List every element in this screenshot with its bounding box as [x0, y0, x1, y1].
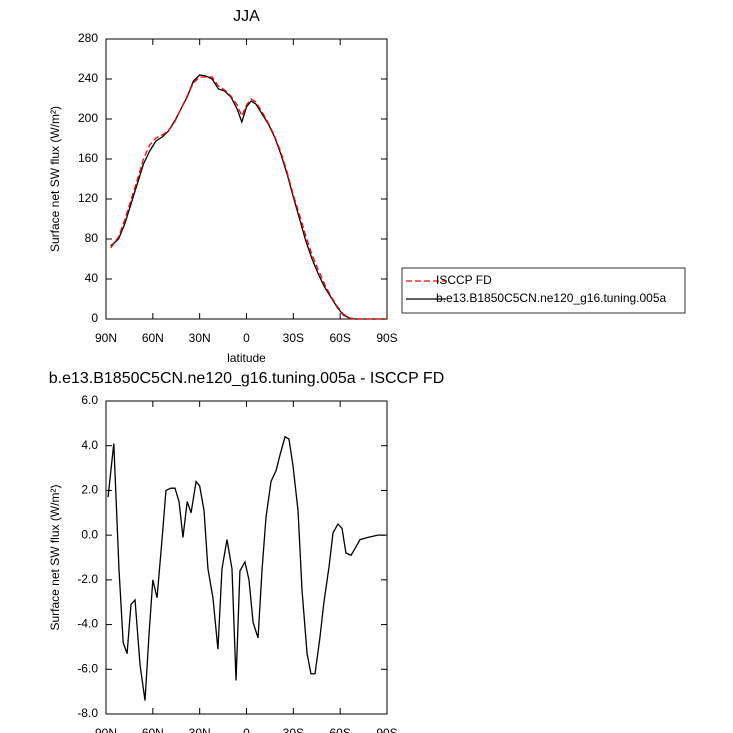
legend-box: [401, 267, 686, 314]
x-axis-label: latitude: [227, 351, 266, 365]
y-tick-label: 240: [78, 71, 98, 85]
y-tick-label: -6.0: [77, 661, 98, 675]
x-tick-label: 60S: [329, 331, 350, 345]
legend-label: b.e13.B1850C5CN.ne120_g16.tuning.005a: [436, 291, 667, 305]
y-axis-label: Surface net SW flux (W/m²): [48, 484, 62, 630]
chart-title: JJA: [233, 8, 260, 25]
series-line: [110, 74, 387, 320]
x-tick-label: 90S: [376, 331, 397, 345]
plot-frame: [105, 400, 388, 715]
x-tick-label: 30N: [189, 331, 211, 345]
y-tick-label: 0.0: [81, 527, 98, 541]
legend-label: ISCCP FD: [436, 273, 492, 287]
plot-frame: [105, 38, 388, 320]
series-line: [110, 76, 387, 320]
y-tick-label: -8.0: [77, 706, 98, 720]
y-tick-label: 80: [85, 231, 99, 245]
x-tick-label: 30S: [283, 331, 304, 345]
y-tick-label: 6.0: [81, 393, 98, 407]
x-tick-label: 60N: [142, 331, 164, 345]
y-tick-label: 120: [78, 191, 98, 205]
x-tick-label: 0: [243, 331, 250, 345]
y-tick-label: 160: [78, 151, 98, 165]
y-tick-label: 280: [78, 31, 98, 45]
x-tick-label: 90N: [95, 726, 117, 733]
y-tick-label: 200: [78, 111, 98, 125]
x-tick-label: 0: [243, 726, 250, 733]
x-tick-label: 90S: [376, 726, 397, 733]
y-tick-label: -4.0: [77, 617, 98, 631]
x-tick-label: 30S: [283, 726, 304, 733]
x-tick-label: 30N: [189, 726, 211, 733]
x-tick-label: 60S: [329, 726, 350, 733]
y-tick-label: 0: [91, 311, 98, 325]
x-tick-label: 60N: [142, 726, 164, 733]
y-tick-label: 40: [85, 271, 99, 285]
y-tick-label: -2.0: [77, 572, 98, 586]
chart-title: b.e13.B1850C5CN.ne120_g16.tuning.005a - …: [49, 370, 445, 387]
y-tick-label: 2.0: [81, 483, 98, 497]
series-line: [107, 435, 385, 701]
x-tick-label: 90N: [95, 331, 117, 345]
y-axis-label: Surface net SW flux (W/m²): [48, 106, 62, 252]
y-tick-label: 4.0: [81, 438, 98, 452]
